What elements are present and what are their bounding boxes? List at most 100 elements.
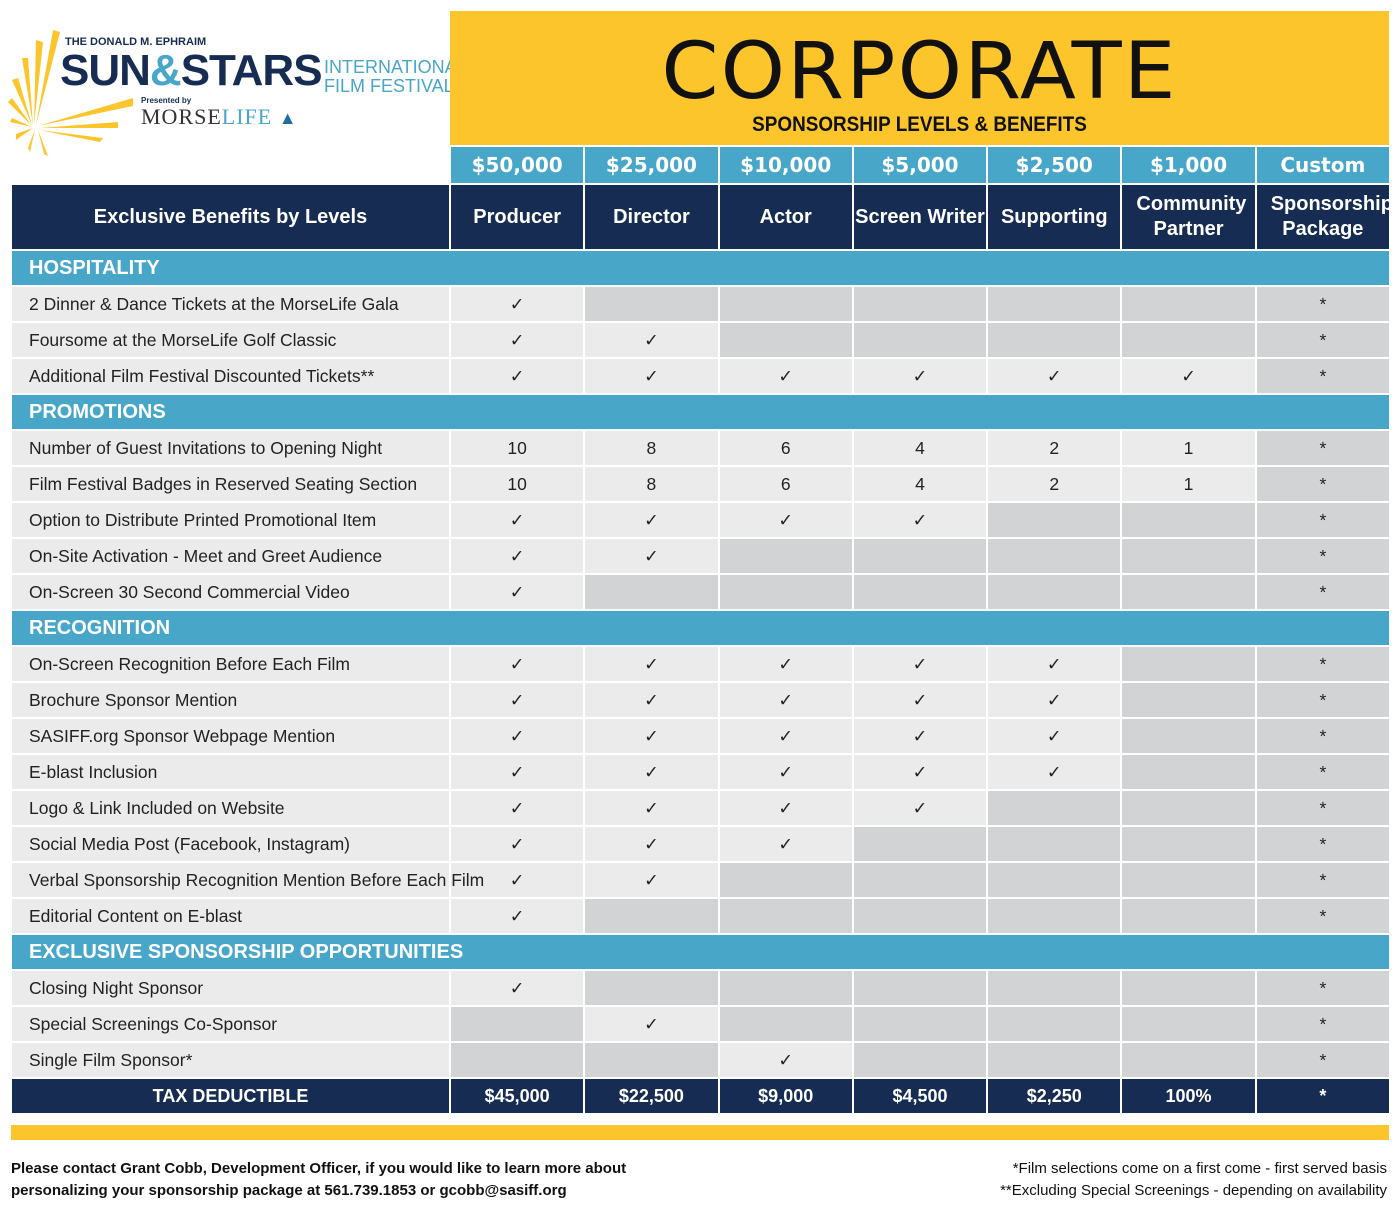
tier-cell: Actor (719, 185, 852, 249)
logo-presented-by: Presented by (141, 96, 192, 105)
header-label: Exclusive Benefits by Levels (12, 185, 449, 249)
check-icon: ✓ (853, 647, 987, 681)
price-cell: $10,000 (719, 147, 852, 183)
logo-film-festival: FILM FESTIVAL (324, 76, 454, 96)
check-icon: ✓ (853, 359, 987, 393)
benefits-table: $50,000 $25,000 $10,000 $5,000 $2,500 $1,000 C… (10, 145, 1393, 1115)
check-icon: ✓ (451, 287, 584, 321)
benefit-label: Number of Guest Invitations to Opening N… (12, 431, 449, 465)
empty-cell (853, 323, 987, 357)
check-icon: ✓ (451, 539, 584, 573)
empty-cell (585, 575, 718, 609)
tax-value: $9,000 (719, 1079, 852, 1113)
value-cell: 2 (988, 467, 1121, 501)
empty-cell (853, 971, 987, 1005)
tax-value: $45,000 (451, 1079, 584, 1113)
section-header: HOSPITALITY (12, 251, 1389, 285)
check-icon: ✓ (451, 575, 584, 609)
tier-cell: Community Partner (1122, 185, 1255, 249)
value-cell: 8 (585, 467, 718, 501)
price-cell: $2,500 (988, 147, 1121, 183)
benefit-label: Brochure Sponsor Mention (12, 683, 449, 717)
tier-cell: Director (585, 185, 718, 249)
check-icon: ✓ (853, 683, 987, 717)
value-cell: * (1256, 719, 1389, 753)
value-cell: * (1256, 323, 1389, 357)
tax-label: TAX DEDUCTIBLE (12, 1079, 449, 1113)
check-icon: ✓ (585, 1007, 718, 1041)
benefit-label: Single Film Sponsor* (12, 1043, 449, 1077)
benefit-label: Logo & Link Included on Website (12, 791, 449, 825)
check-icon: ✓ (451, 683, 584, 717)
check-icon: ✓ (585, 503, 718, 537)
empty-cell (988, 287, 1121, 321)
section-header: RECOGNITION (12, 611, 1389, 645)
check-icon: ✓ (585, 719, 718, 753)
table-row: On-Screen 30 Second Commercial Video ✓ * (12, 575, 1389, 609)
banner: CORPORATE SPONSORSHIP LEVELS & BENEFITS (450, 11, 1389, 145)
check-icon: ✓ (585, 647, 718, 681)
empty-cell (988, 323, 1121, 357)
empty-cell (1122, 971, 1255, 1005)
check-icon: ✓ (451, 971, 584, 1005)
check-icon: ✓ (451, 503, 584, 537)
empty-cell (853, 1043, 987, 1077)
section-header: EXCLUSIVE SPONSORSHIP OPPORTUNITIES (12, 935, 1389, 969)
check-icon: ✓ (451, 359, 584, 393)
empty-cell (1122, 863, 1255, 897)
empty-cell (719, 575, 852, 609)
benefit-label: Verbal Sponsorship Recognition Mention B… (12, 863, 484, 897)
price-cell: $1,000 (1122, 147, 1255, 183)
empty-cell (719, 899, 852, 933)
value-cell: * (1256, 647, 1389, 681)
benefit-label: Special Screenings Co-Sponsor (12, 1007, 449, 1041)
empty-cell (1122, 323, 1255, 357)
benefit-label: E-blast Inclusion (12, 755, 449, 789)
empty-cell (585, 899, 718, 933)
price-cell: $25,000 (585, 147, 718, 183)
table-row: Logo & Link Included on Website ✓ ✓ ✓ ✓ * (12, 791, 1389, 825)
table-row: Single Film Sponsor* ✓ * (12, 1043, 1389, 1077)
check-icon: ✓ (451, 791, 584, 825)
price-cell: $50,000 (451, 147, 584, 183)
banner-subtitle: SPONSORSHIP LEVELS & BENEFITS (752, 113, 1087, 136)
value-cell: 2 (988, 431, 1121, 465)
check-icon: ✓ (585, 539, 718, 573)
empty-cell (988, 1007, 1121, 1041)
logo-morse: MORSE (141, 104, 222, 129)
section-title: PROMOTIONS (12, 395, 1389, 429)
check-icon: ✓ (988, 719, 1121, 753)
value-cell: * (1256, 431, 1389, 465)
table-row: E-blast Inclusion ✓ ✓ ✓ ✓ ✓ * (12, 755, 1389, 789)
value-cell: 4 (853, 431, 987, 465)
check-icon: ✓ (719, 647, 852, 681)
empty-cell (719, 1007, 852, 1041)
logo-international: INTERNATIONAL (324, 57, 467, 77)
table-row: Option to Distribute Printed Promotional… (12, 503, 1389, 537)
section-title: RECOGNITION (12, 611, 1389, 645)
empty-cell (853, 287, 987, 321)
tax-row: TAX DEDUCTIBLE $45,000 $22,500 $9,000 $4,500… (12, 1079, 1389, 1113)
empty-cell (1122, 755, 1255, 789)
empty-cell (12, 147, 449, 183)
empty-cell (585, 971, 718, 1005)
empty-cell (853, 863, 987, 897)
empty-cell (988, 827, 1121, 861)
logo-amp: & (149, 46, 182, 95)
empty-cell (853, 539, 987, 573)
value-cell: 6 (719, 431, 852, 465)
check-icon: ✓ (988, 683, 1121, 717)
empty-cell (585, 287, 718, 321)
table-row: Closing Night Sponsor ✓ * (12, 971, 1389, 1005)
logo-stars: STARS (180, 46, 323, 95)
check-icon: ✓ (585, 863, 718, 897)
table-row: Additional Film Festival Discounted Tick… (12, 359, 1389, 393)
table-row: Brochure Sponsor Mention ✓ ✓ ✓ ✓ ✓ * (12, 683, 1389, 717)
value-cell: * (1256, 503, 1389, 537)
check-icon: ✓ (585, 359, 718, 393)
price-cell: $5,000 (853, 147, 987, 183)
empty-cell (1122, 899, 1255, 933)
logo-life: LIFE (221, 104, 273, 129)
empty-cell (988, 503, 1121, 537)
table-row: On-Screen Recognition Before Each Film ✓ ✓… (12, 647, 1389, 681)
